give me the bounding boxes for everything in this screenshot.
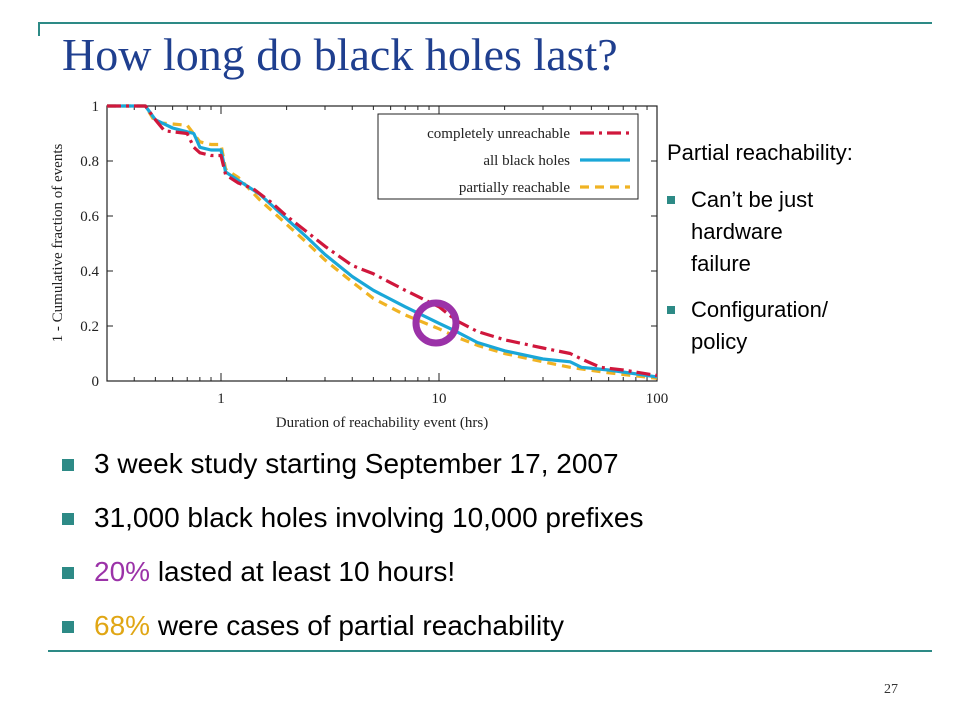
- side-note: Partial reachability: Can’t be just hard…: [667, 140, 947, 372]
- x-tick-label: 100: [646, 391, 669, 407]
- bullet-item: 31,000 black holes involving 10,000 pref…: [62, 498, 922, 552]
- bullet-square-icon: [62, 567, 74, 579]
- top-rule-tick: [38, 22, 40, 36]
- bullet-highlight: 68%: [94, 610, 151, 641]
- side-note-item: Can’t be just hardware failure: [667, 184, 947, 280]
- side-note-heading: Partial reachability:: [667, 140, 853, 165]
- bullet-text: lasted at least 10 hours!: [150, 556, 456, 587]
- bullet-highlight: 20%: [94, 556, 151, 587]
- x-tick-label: 1: [217, 391, 225, 407]
- page-number: 27: [884, 682, 898, 697]
- bullet-square-icon: [667, 196, 675, 204]
- y-axis-label: 1 - Cumulative fraction of events: [50, 143, 66, 342]
- bullet-item: 68% were cases of partial reachability: [62, 606, 922, 660]
- side-note-line: policy: [691, 329, 748, 354]
- bottom-rule: [48, 650, 932, 652]
- bullet-square-icon: [62, 513, 74, 525]
- side-note-line: hardware: [691, 219, 783, 244]
- series-line: [107, 104, 658, 379]
- bullet-text: were cases of partial reachability: [150, 610, 565, 641]
- plot-frame: [106, 105, 658, 382]
- y-tick-label: 0.4: [80, 264, 99, 280]
- side-note-line: failure: [691, 251, 751, 276]
- bullet-item: 3 week study starting September 17, 2007: [62, 444, 922, 498]
- bullet-text: 3 week study starting September 17, 2007: [94, 448, 619, 479]
- bullet-text: 31,000 black holes involving 10,000 pref…: [94, 502, 644, 533]
- legend-label: partially reachable: [459, 180, 571, 196]
- y-tick-label: 0.2: [80, 319, 99, 335]
- top-rule: [38, 22, 932, 24]
- y-tick-label: 0.8: [80, 154, 99, 170]
- bullet-square-icon: [62, 459, 74, 471]
- bullet-square-icon: [62, 621, 74, 633]
- x-tick-label: 10: [431, 391, 446, 407]
- highlight-circle: [412, 299, 460, 347]
- series-line: [107, 104, 658, 378]
- x-axis-label: Duration of reachability event (hrs): [276, 415, 488, 431]
- y-tick-label: 1: [92, 99, 100, 115]
- slide-title: How long do black holes last?: [62, 29, 618, 80]
- legend-label: completely unreachable: [427, 126, 570, 142]
- y-tick-label: 0.6: [80, 209, 99, 225]
- bullet-item: 20% lasted at least 10 hours!: [62, 552, 922, 606]
- legend-box: [377, 113, 639, 200]
- side-note-line: Can’t be just: [691, 187, 814, 212]
- y-tick-label: 0: [92, 374, 100, 390]
- side-note-item: Configuration/ policy: [667, 294, 947, 358]
- legend-label: all black holes: [483, 153, 570, 169]
- side-note-line: Configuration/: [691, 297, 828, 322]
- bullet-list: 3 week study starting September 17, 2007…: [62, 444, 922, 660]
- bullet-square-icon: [667, 306, 675, 314]
